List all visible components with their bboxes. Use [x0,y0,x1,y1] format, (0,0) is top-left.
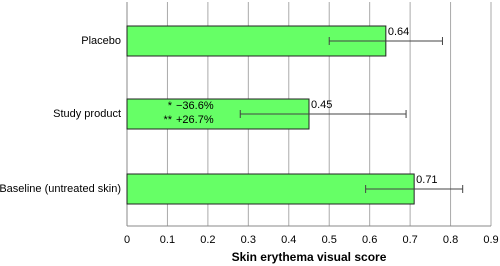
x-tick-label: 0.6 [362,234,377,246]
annotation-mark: * [168,100,173,112]
y-tick-label: Study product [53,108,121,120]
x-tick-label: 0.9 [483,234,498,246]
y-tick-label: Placebo [81,35,121,47]
x-tick-label: 0.2 [200,234,215,246]
value-label: 0.71 [416,174,437,186]
annotation-text: +26.7% [176,114,214,126]
value-label: 0.64 [388,26,409,38]
annotation-text: −36.6% [176,100,214,112]
x-tick-label: 0.7 [402,234,417,246]
value-label: 0.45 [311,99,332,111]
x-tick-label: 0.1 [160,234,175,246]
annotation-mark: ** [163,114,172,126]
y-tick-label: Baseline (untreated skin) [0,183,121,195]
x-tick-label: 0.4 [281,234,296,246]
x-axis-title: Skin erythema visual score [232,250,387,264]
x-tick-label: 0 [124,234,130,246]
x-tick-label: 0.3 [241,234,256,246]
x-tick-label: 0.8 [443,234,458,246]
x-tick-label: 0.5 [322,234,337,246]
